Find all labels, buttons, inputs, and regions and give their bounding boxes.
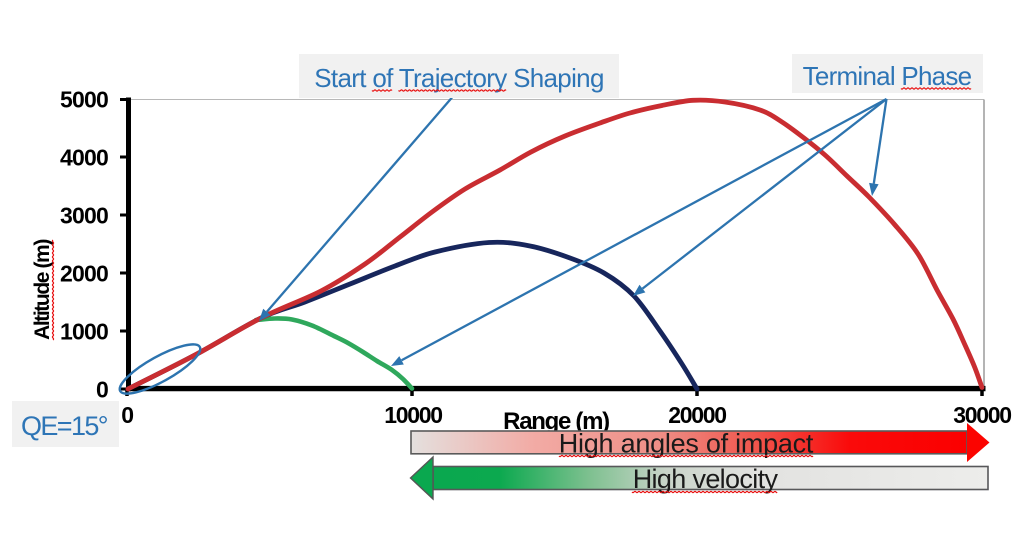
svg-text:High angles of impact: High angles of impact — [559, 429, 814, 459]
svg-text:20000: 20000 — [668, 402, 726, 428]
svg-text:5000: 5000 — [60, 87, 108, 113]
svg-text:0: 0 — [96, 377, 108, 403]
svg-text:Altitude (m): Altitude (m) — [31, 240, 54, 340]
svg-text:10000: 10000 — [384, 402, 442, 428]
svg-text:Start of Trajectory Shaping: Start of Trajectory Shaping — [314, 63, 603, 93]
svg-text:0: 0 — [121, 402, 133, 428]
svg-text:Terminal Phase: Terminal Phase — [803, 61, 972, 91]
svg-text:QE=15°: QE=15° — [21, 411, 108, 441]
svg-text:High velocity: High velocity — [633, 464, 779, 494]
svg-text:4000: 4000 — [60, 145, 108, 171]
svg-text:1000: 1000 — [60, 319, 108, 345]
svg-text:2000: 2000 — [60, 261, 108, 287]
svg-text:30000: 30000 — [953, 402, 1011, 428]
svg-text:3000: 3000 — [60, 203, 108, 229]
